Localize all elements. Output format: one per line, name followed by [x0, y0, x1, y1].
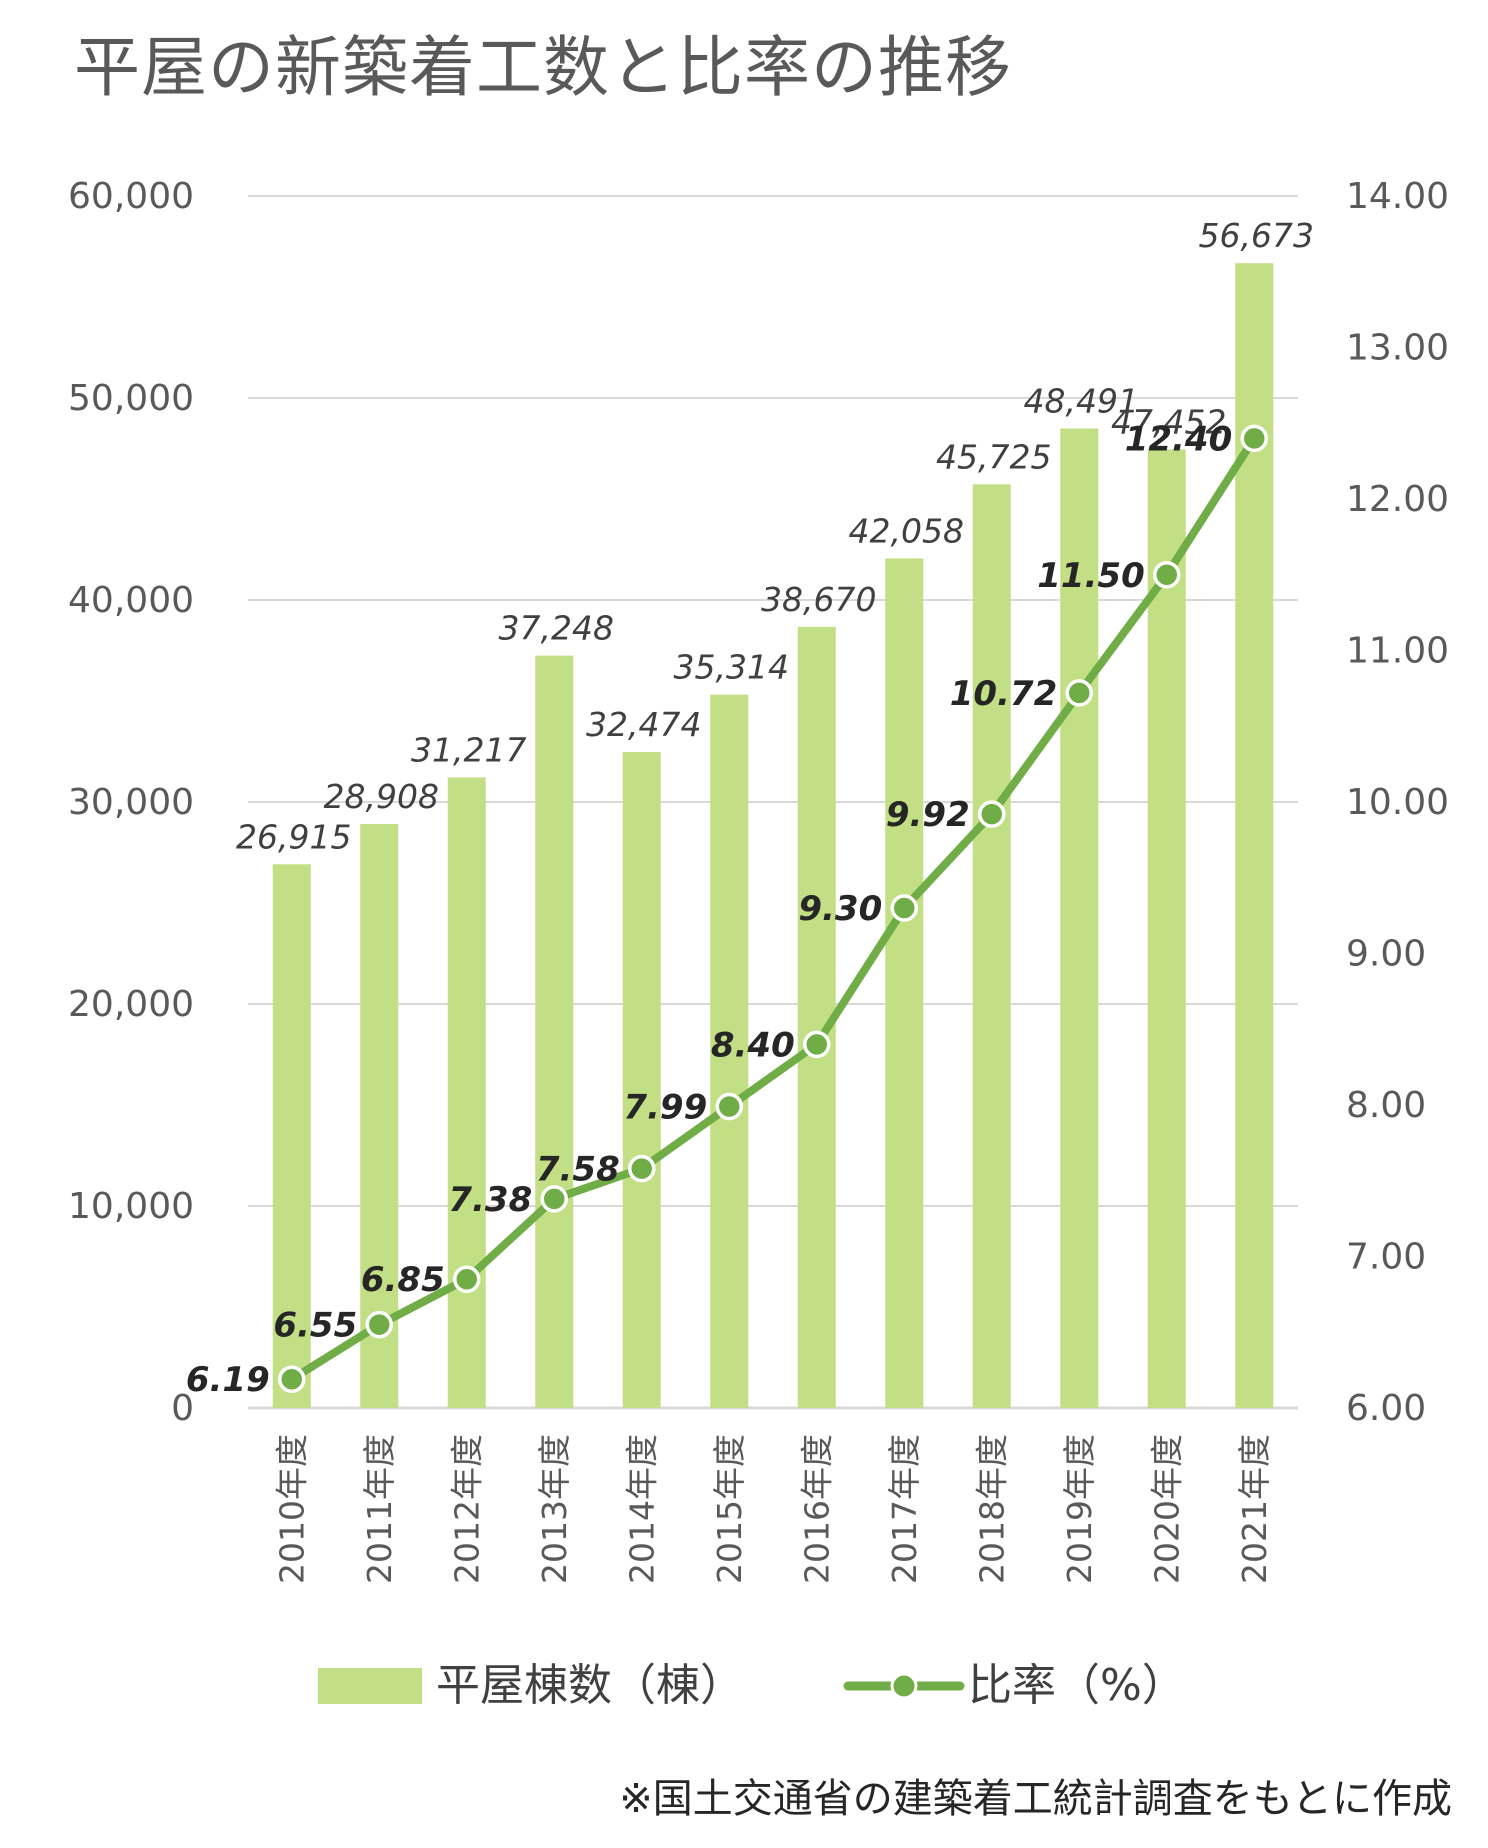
bar	[447, 777, 486, 1408]
ratio-value-label: 7.58	[536, 1150, 620, 1190]
ratio-point	[540, 1185, 568, 1213]
x-category-label: 2021年度	[1235, 1434, 1274, 1584]
ratio-point	[453, 1265, 481, 1293]
ratio-value-label: 9.30	[798, 889, 882, 929]
x-category-label: 2018年度	[972, 1434, 1011, 1584]
y-left-tick-label: 10,000	[68, 1186, 194, 1227]
legend-bar-swatch	[318, 1668, 422, 1704]
x-category-label: 2010年度	[272, 1434, 311, 1584]
ratio-value-label: 12.40	[1125, 419, 1233, 459]
bar-value-label: 56,673	[1199, 216, 1314, 255]
y-right-tick-label: 13.00	[1346, 328, 1449, 369]
bar	[622, 752, 661, 1408]
bar-value-label: 32,474	[586, 705, 701, 744]
bar	[360, 824, 399, 1408]
bar-value-label: 42,058	[849, 511, 964, 550]
legend-bar-label: 平屋棟数（棟）	[436, 1660, 744, 1711]
bar	[972, 484, 1011, 1409]
ratio-point	[1153, 561, 1181, 589]
y-right-tick-label: 14.00	[1346, 176, 1449, 217]
ratio-value-label: 11.50	[1037, 556, 1145, 596]
bar	[1147, 449, 1186, 1408]
y-right-tick-label: 11.00	[1346, 631, 1449, 672]
source-footnote: ※国土交通省の建築着工統計調査をもとに作成	[619, 1776, 1452, 1822]
x-category-label: 2012年度	[447, 1434, 486, 1584]
chart-title: 平屋の新築着工数と比率の推移	[74, 29, 1012, 106]
ratio-point	[628, 1154, 656, 1183]
y-right-tick-label: 6.00	[1346, 1388, 1426, 1429]
x-category-label: 2020年度	[1147, 1434, 1186, 1584]
y-left-tick-label: 50,000	[68, 378, 194, 419]
y-left-tick-label: 0	[171, 1388, 194, 1429]
ratio-value-label: 9.92	[886, 795, 970, 835]
y-left-tick-label: 40,000	[68, 580, 194, 621]
y-right-tick-label: 8.00	[1346, 1085, 1426, 1126]
ratio-point	[803, 1030, 831, 1059]
ratio-point	[978, 800, 1006, 828]
bar-value-label: 47,452	[1111, 402, 1226, 441]
x-category-label: 2014年度	[622, 1434, 661, 1584]
gridlines	[248, 195, 1298, 1410]
bar	[885, 558, 924, 1408]
x-category-label: 2015年度	[710, 1434, 749, 1584]
y-left-tick-label: 20,000	[68, 984, 194, 1025]
y-right-tick-label: 7.00	[1346, 1237, 1426, 1278]
legend-line-marker	[890, 1672, 918, 1700]
ratio-value-label: 8.40	[711, 1025, 795, 1065]
ratio-line-path	[287, 434, 1259, 1384]
x-category-label: 2017年度	[885, 1434, 924, 1584]
bar-value-label: 31,217	[411, 730, 526, 769]
bar	[535, 655, 574, 1408]
ratio-value-label: 6.55	[273, 1306, 357, 1346]
bar-value-label: 48,491	[1024, 381, 1139, 420]
bar-value-label: 28,908	[324, 777, 439, 816]
y-right-tick-label: 12.00	[1346, 479, 1449, 520]
ratio-point	[365, 1310, 393, 1339]
ratio-point	[890, 894, 918, 922]
bar-value-label: 38,670	[761, 580, 876, 619]
x-category-label: 2011年度	[360, 1434, 399, 1584]
ratio-point	[1240, 424, 1268, 453]
ratio-value-label: 6.85	[361, 1260, 445, 1300]
y-left-tick-label: 60,000	[68, 176, 194, 217]
axes: 0 10,000 20,000 30,000 40,000 50,000 60,000 6.0…	[68, 176, 1449, 1584]
ratio-value-label: 6.19	[186, 1360, 270, 1400]
legend: 平屋棟数（棟） 比率（%）	[318, 1660, 1186, 1711]
bar-value-label: 45,725	[936, 437, 1051, 476]
bars	[272, 263, 1274, 1409]
ratio-line	[278, 424, 1268, 1393]
bar	[1060, 428, 1099, 1408]
y-right-tick-label: 9.00	[1346, 934, 1426, 975]
y-right-tick-label: 10.00	[1346, 782, 1449, 823]
ratio-value-label: 7.99	[623, 1088, 707, 1128]
x-category-label: 2013年度	[535, 1434, 574, 1584]
y-left-tick-label: 30,000	[68, 782, 194, 823]
x-category-label: 2019年度	[1060, 1434, 1099, 1584]
x-category-label: 2016年度	[797, 1434, 836, 1584]
bar	[272, 864, 311, 1408]
bar-value-label: 26,915	[236, 817, 351, 856]
ratio-value-label: 10.72	[950, 674, 1058, 714]
ratio-value-label: 7.38	[448, 1180, 532, 1220]
ratio-point	[715, 1092, 743, 1121]
legend-line-label: 比率（%）	[968, 1660, 1186, 1711]
bar	[710, 694, 749, 1408]
ratio-point	[1065, 679, 1093, 707]
bar-value-label: 35,314	[674, 648, 789, 687]
ratio-point	[278, 1365, 306, 1393]
bar-value-label: 37,248	[499, 609, 614, 648]
